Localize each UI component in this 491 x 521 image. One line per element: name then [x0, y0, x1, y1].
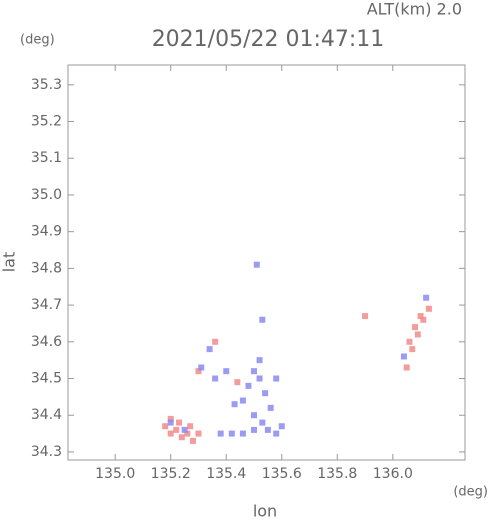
echo-point	[420, 316, 427, 323]
echo-point	[251, 368, 258, 375]
x-tick-label: 135.8	[317, 466, 357, 482]
echo-point	[189, 437, 196, 444]
echo-point	[262, 390, 269, 397]
echo-point	[184, 430, 191, 437]
subtitle: ALT(km) 2.0	[367, 0, 462, 19]
x-tick-label: 135.4	[206, 466, 246, 482]
y-tick-label: 35.0	[31, 187, 62, 203]
y-tick-label: 35.1	[31, 150, 62, 166]
echo-point	[231, 401, 238, 408]
echo-point	[223, 368, 230, 375]
y-tick-label: 34.6	[31, 334, 62, 350]
echo-point	[162, 423, 169, 430]
echo-point	[417, 313, 424, 320]
y-tick-label: 34.8	[31, 260, 62, 276]
x-axis-label: lon	[253, 502, 277, 521]
echo-point	[176, 419, 183, 426]
echo-point	[195, 430, 202, 437]
echo-point	[273, 430, 280, 437]
y-tick-label: 35.3	[31, 77, 62, 93]
plot-frame	[67, 64, 466, 461]
echo-point	[212, 375, 219, 382]
echo-point	[187, 423, 194, 430]
echo-point	[267, 404, 274, 411]
y-tick-label: 34.7	[31, 297, 62, 313]
y-unit: (deg)	[20, 33, 55, 48]
x-unit: (deg)	[453, 485, 488, 500]
y-tick-label: 35.2	[31, 114, 62, 130]
echo-point	[234, 379, 241, 386]
echo-point	[239, 430, 246, 437]
y-tick-label: 34.5	[31, 371, 62, 387]
echo-point	[256, 357, 263, 364]
y-tick-label: 34.4	[31, 407, 62, 423]
echo-point	[273, 375, 280, 382]
echo-point	[264, 426, 271, 433]
echo-point	[181, 426, 188, 433]
echo-point	[406, 338, 413, 345]
x-tick-label: 135.2	[151, 466, 191, 482]
echo-point	[167, 419, 174, 426]
echo-point	[414, 331, 421, 338]
echo-point	[259, 419, 266, 426]
echo-point	[239, 397, 246, 404]
x-tick-label: 135.6	[262, 466, 302, 482]
x-tick-label: 136.0	[373, 466, 413, 482]
y-axis-label: lat	[0, 252, 19, 273]
echo-point	[251, 426, 258, 433]
echo-point	[259, 316, 266, 323]
echo-point	[245, 382, 252, 389]
echo-point	[167, 415, 174, 422]
echo-point	[206, 346, 213, 353]
echo-point	[212, 338, 219, 345]
x-tick-label: 135.0	[95, 466, 135, 482]
echo-point	[167, 430, 174, 437]
echo-point	[425, 305, 432, 312]
echo-point	[217, 430, 224, 437]
echo-point	[423, 294, 430, 301]
echo-point	[173, 426, 180, 433]
y-tick-label: 34.9	[31, 224, 62, 240]
echo-point	[256, 375, 263, 382]
y-tick-label: 34.3	[31, 444, 62, 460]
echo-point	[178, 434, 185, 441]
echo-point	[251, 412, 258, 419]
echo-point	[253, 261, 260, 268]
echo-point	[400, 353, 407, 360]
echo-point	[195, 368, 202, 375]
echo-point	[198, 364, 205, 371]
echo-point	[412, 324, 419, 331]
echo-point	[278, 423, 285, 430]
chart-title: 2021/05/22 01:47:11	[152, 27, 385, 52]
echo-point	[362, 313, 369, 320]
echo-point	[409, 346, 416, 353]
echo-point	[403, 364, 410, 371]
echo-point	[228, 430, 235, 437]
